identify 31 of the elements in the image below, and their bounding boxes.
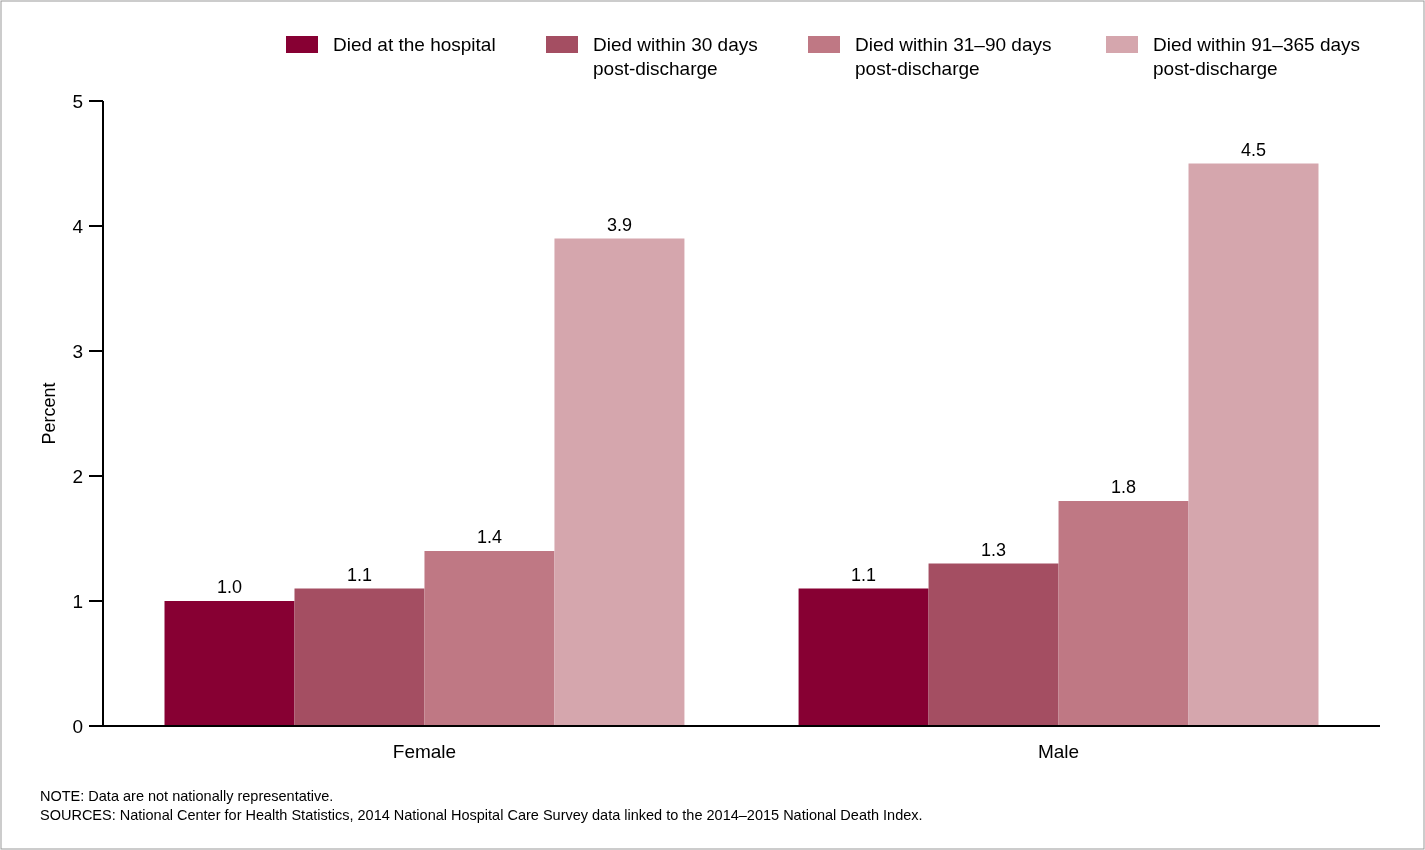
y-tick-label: 5 [72,90,83,112]
x-tick-label: Female [392,741,457,762]
text: NOTE: Data are not nationally representative. [40,788,334,804]
bar [424,551,555,726]
data-label: 1.8 [1111,477,1137,497]
data-label: 4.5 [1240,139,1267,160]
data-label: 3.9 [606,214,632,235]
y-tick-label: 1 [72,590,83,612]
bar [164,601,295,726]
y-tick-label: 2 [72,465,83,487]
legend-label: Died within 91–365 days post-discharge [1153,34,1361,79]
x-tick-label: Male [1037,741,1080,762]
bar [798,588,929,726]
y-tick-label: 4 [72,215,84,237]
bar [1188,163,1319,726]
y-tick-label: 0 [72,715,83,737]
data-label: 1.0 [216,577,243,597]
data-label: 1.1 [851,564,877,585]
bar [1058,501,1189,726]
y-axis-title: Percent [39,382,59,445]
data-label: 1.1 [346,564,372,585]
y-tick-label: 3 [72,340,83,362]
data-label: 1.4 [476,527,502,547]
legend-label: Died within 31–90 days post-discharge [855,34,1052,79]
legend-label: Died at the hospital [333,34,496,55]
legend-label: Died within 30 days post-discharge [593,34,758,79]
data-label: 1.3 [981,539,1007,560]
bar [554,238,685,726]
source-note: SOURCES: National Center for Health Statistics, 2014 National Hospital Care Survey data linked to the 2014–2015 National Death Index. [40,807,923,823]
bar [928,563,1059,726]
bar [294,588,425,726]
